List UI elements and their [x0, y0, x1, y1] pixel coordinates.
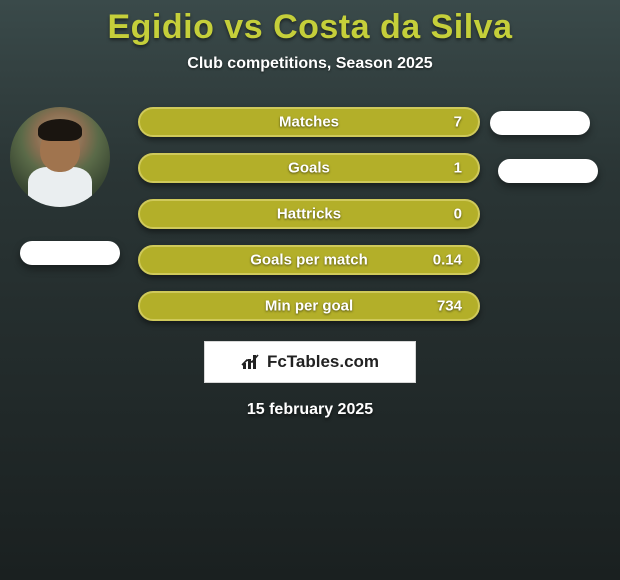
stat-value: 1 — [454, 160, 462, 177]
stat-label: Goals — [288, 160, 330, 177]
stat-value: 0 — [454, 206, 462, 223]
stat-value: 0.14 — [433, 252, 462, 269]
comparison-title: Egidio vs Costa da Silva — [0, 8, 620, 47]
stat-label: Hattricks — [277, 206, 341, 223]
stats-area: Matches 7 Goals 1 Hattricks 0 Goals per … — [0, 107, 620, 327]
player-stat-pill-right-1 — [490, 111, 590, 135]
stat-row-min-per-goal: Min per goal 734 — [138, 291, 480, 321]
widget-container: Egidio vs Costa da Silva Club competitio… — [0, 0, 620, 580]
stat-row-goals-per-match: Goals per match 0.14 — [138, 245, 480, 275]
player-stat-pill-right-2 — [498, 159, 598, 183]
date-line: 15 february 2025 — [0, 401, 620, 419]
stat-value: 7 — [454, 114, 462, 131]
source-logo-box[interactable]: FcTables.com — [204, 341, 416, 383]
stat-label: Min per goal — [265, 298, 353, 315]
stat-row-matches: Matches 7 — [138, 107, 480, 137]
stat-label: Goals per match — [250, 252, 368, 269]
avatar-hair-shape — [38, 119, 82, 141]
comparison-subtitle: Club competitions, Season 2025 — [0, 55, 620, 73]
stat-rows: Matches 7 Goals 1 Hattricks 0 Goals per … — [138, 107, 480, 337]
avatar-body-shape — [28, 167, 92, 207]
stat-label: Matches — [279, 114, 339, 131]
source-logo-text: FcTables.com — [267, 352, 379, 372]
stat-row-hattricks: Hattricks 0 — [138, 199, 480, 229]
stat-row-goals: Goals 1 — [138, 153, 480, 183]
stat-value: 734 — [437, 298, 462, 315]
player-avatar-left — [10, 107, 110, 207]
player-name-pill-left — [20, 241, 120, 265]
bar-chart-icon — [241, 353, 263, 371]
